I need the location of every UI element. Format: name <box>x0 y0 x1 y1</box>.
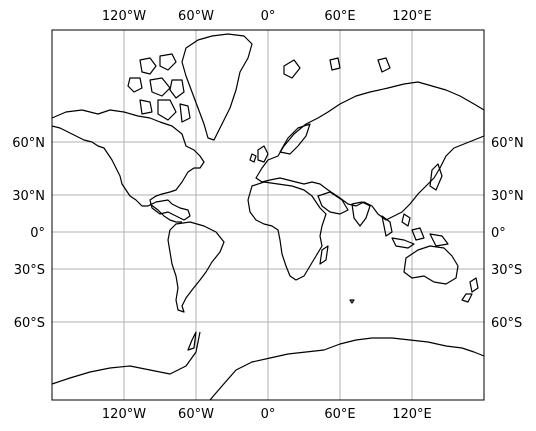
southeast-asia-coast <box>381 213 449 249</box>
antarctic-peninsula-coast <box>187 331 197 351</box>
british-isles-coast <box>249 145 269 163</box>
madagascar-coast <box>319 245 329 265</box>
lon-label-top-60w: 60°W <box>178 9 214 24</box>
south-america-coast <box>167 221 225 313</box>
japan-coast <box>429 163 443 191</box>
lat-label-left-60s: 60°S <box>14 316 45 331</box>
lat-labels-left: 60°N 30°N 0° 30°S 60°S <box>12 136 45 331</box>
map-frame <box>51 29 485 401</box>
graticule <box>52 30 484 400</box>
lat-label-right-60n: 60°N <box>491 136 524 151</box>
africa-coast <box>247 181 327 281</box>
south-georgia-coast <box>349 299 355 304</box>
lon-labels-top: 120°W 60°W 0° 60°E 120°E <box>102 9 432 24</box>
lat-label-left-30n: 30°N <box>12 189 45 204</box>
lon-label-bottom-0: 0° <box>261 407 276 422</box>
new-zealand-coast <box>461 277 479 303</box>
lon-label-bottom-60e: 60°E <box>324 407 355 422</box>
arctic-eurasia-islands-coast <box>283 57 391 79</box>
greenland-coast <box>181 33 253 141</box>
india-coast <box>351 201 371 227</box>
lon-label-bottom-120e: 120°E <box>392 407 432 422</box>
lon-label-top-120w: 120°W <box>102 9 146 24</box>
scandinavia-coast <box>279 123 311 155</box>
lat-label-right-30s: 30°S <box>491 263 522 278</box>
coastlines <box>51 33 485 401</box>
arctic-islands-coast <box>127 53 191 123</box>
lon-label-top-0: 0° <box>261 9 276 24</box>
lat-label-right-60s: 60°S <box>491 316 522 331</box>
lat-label-left-30s: 30°S <box>14 263 45 278</box>
lat-label-left-0: 0° <box>30 226 45 241</box>
lat-label-right-0: 0° <box>491 226 506 241</box>
lat-label-right-30n: 30°N <box>491 189 524 204</box>
north-america-coast <box>51 109 205 221</box>
arabia-coast <box>317 191 349 215</box>
australia-coast <box>403 245 459 285</box>
lon-labels-bottom: 120°W 60°W 0° 60°E 120°E <box>102 407 432 422</box>
lat-label-left-60n: 60°N <box>12 136 45 151</box>
antarctica-coast <box>51 331 485 401</box>
lon-label-bottom-60w: 60°W <box>178 407 214 422</box>
lon-label-bottom-120w: 120°W <box>102 407 146 422</box>
central-america-coast <box>149 203 182 223</box>
lat-labels-right: 60°N 30°N 0° 30°S 60°S <box>491 136 524 331</box>
eurasia-coast <box>255 81 485 221</box>
lon-label-top-120e: 120°E <box>392 9 432 24</box>
lon-label-top-60e: 60°E <box>324 9 355 24</box>
